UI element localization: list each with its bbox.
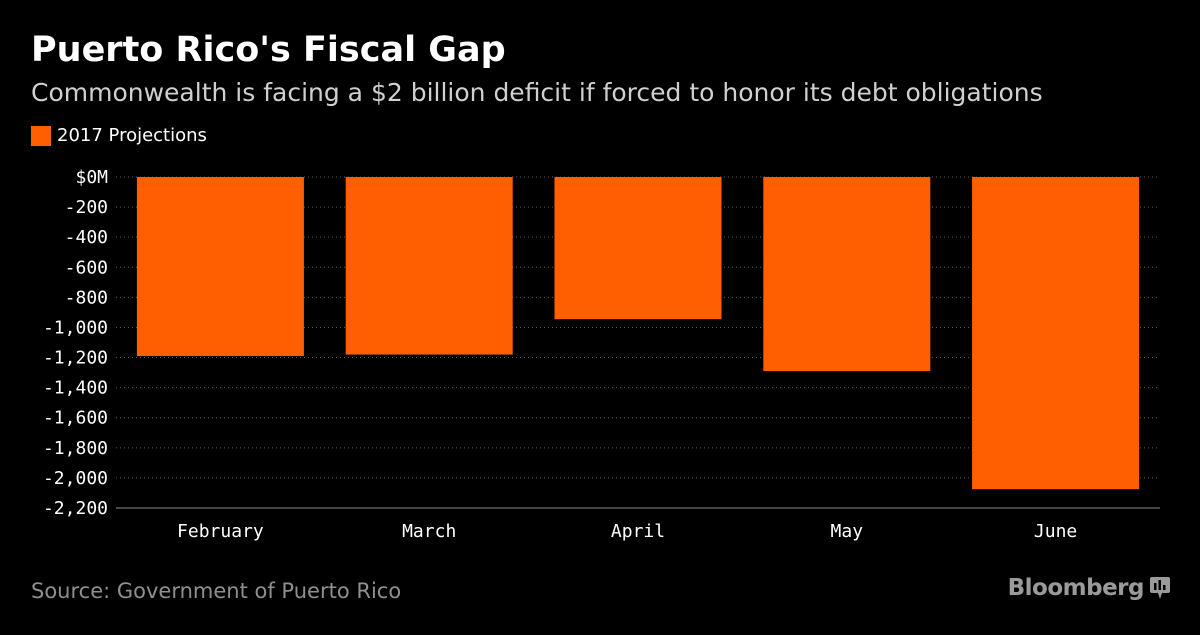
y-tick-label: -600: [65, 257, 108, 278]
y-tick-label: -2,200: [43, 498, 108, 519]
brand-logo: Bloomberg: [1008, 575, 1170, 601]
y-tick-label: -1,800: [43, 438, 108, 459]
chart-subtitle: Commonwealth is facing a $2 billion defi…: [31, 78, 1043, 107]
x-tick-label: March: [402, 521, 456, 542]
y-tick-label: -1,200: [43, 348, 108, 369]
y-tick-label: -1,600: [43, 408, 108, 429]
bar-june: [972, 177, 1140, 490]
legend: 2017 Projections: [31, 125, 207, 146]
x-tick-label: April: [611, 521, 665, 542]
legend-label: 2017 Projections: [57, 125, 207, 146]
legend-swatch: [31, 125, 51, 146]
chart-title: Puerto Rico's Fiscal Gap: [31, 30, 506, 70]
brand-name: Bloomberg: [1007, 575, 1145, 601]
x-axis-ticks: February March April May June: [177, 521, 1077, 542]
y-tick-label: -800: [65, 287, 108, 308]
x-tick-label: June: [1034, 521, 1077, 542]
source-note: Source: Government of Puerto Rico: [31, 579, 402, 603]
bar-april: [554, 177, 722, 320]
y-tick-label: -200: [65, 197, 108, 218]
bar-may: [763, 177, 931, 372]
bloomberg-terminal-icon: [1150, 577, 1170, 599]
y-tick-label: -2,000: [43, 468, 108, 489]
grid-lines: [116, 176, 1160, 509]
y-tick-label: -1,000: [43, 317, 108, 338]
x-tick-label: May: [831, 521, 864, 542]
bar-march: [345, 177, 513, 355]
y-tick-label: $0M: [75, 167, 108, 188]
bars: [136, 177, 1140, 490]
y-axis-ticks: $0M -200 -400 -600 -800 -1,000 -1,200 -1,400 -1,…: [43, 167, 108, 519]
bar-february: [136, 177, 304, 357]
y-tick-label: -1,400: [43, 378, 108, 399]
x-tick-label: February: [177, 521, 264, 542]
y-tick-label: -400: [65, 227, 108, 248]
